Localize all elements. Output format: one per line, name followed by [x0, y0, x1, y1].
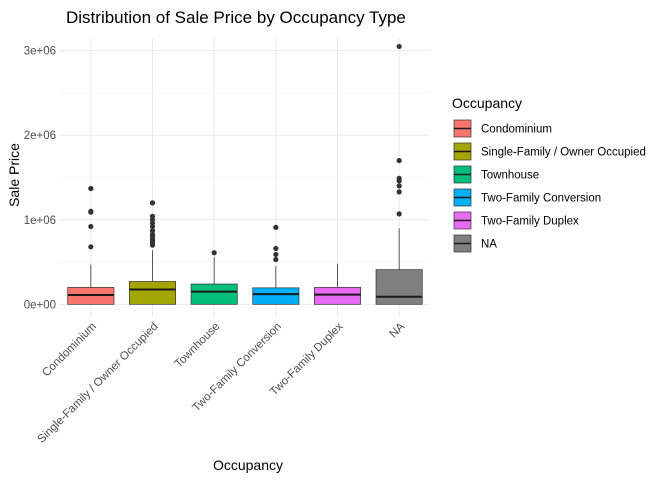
legend-item: Condominium: [453, 119, 552, 138]
outlier-point: [273, 245, 279, 252]
x-tick-label: Single-Family / Owner Occupied: [36, 321, 161, 446]
outlier-point: [88, 208, 94, 214]
legend-item: Single-Family / Owner Occupied: [453, 142, 646, 161]
grid: [60, 38, 430, 317]
box-na: [375, 43, 423, 305]
y-tick-label: 3e+06: [24, 46, 56, 58]
y-axis-ticks: 0e+00 1e+06 2e+06 3e+06: [24, 46, 56, 312]
legend-label: Condominium: [481, 124, 552, 136]
outlier-point: [211, 250, 217, 256]
outlier-point: [88, 223, 94, 230]
outlier-point: [149, 228, 156, 234]
outlier-point: [396, 211, 402, 217]
box-series: [67, 43, 423, 305]
x-tick-label: Townhouse: [173, 321, 223, 371]
box-body: [129, 281, 176, 305]
legend: Occupancy Condominium Single-Family / Own…: [452, 95, 646, 253]
legend-label: NA: [481, 239, 497, 251]
box-body: [314, 287, 361, 305]
y-tick-label: 1e+06: [24, 215, 56, 227]
legend-label: Townhouse: [481, 170, 539, 182]
outlier-point: [396, 183, 402, 189]
y-tick-label: 2e+06: [24, 130, 56, 142]
legend-label: Two-Family Conversion: [481, 193, 601, 205]
outlier-point: [396, 175, 402, 181]
box-body: [190, 283, 238, 305]
box-two-family-duplex: [314, 263, 361, 305]
outlier-point: [149, 213, 156, 219]
outlier-point: [396, 189, 402, 195]
y-axis-title: Sale Price: [6, 143, 22, 207]
legend-item: Townhouse: [453, 165, 539, 184]
x-axis-title: Occupancy: [213, 457, 283, 473]
outlier-point: [149, 200, 156, 206]
outlier-point: [88, 185, 94, 192]
y-tick-label: 0e+00: [24, 299, 56, 311]
legend-title: Occupancy: [452, 95, 522, 111]
box-condominium: [67, 185, 115, 305]
x-tick-label: Condominium: [40, 321, 99, 380]
box-body: [252, 287, 300, 305]
legend-label: Two-Family Duplex: [481, 216, 579, 228]
outlier-point: [273, 256, 279, 263]
legend-label: Single-Family / Owner Occupied: [481, 147, 646, 159]
outlier-point: [273, 224, 279, 230]
legend-item: NA: [453, 234, 497, 253]
outlier-point: [396, 43, 402, 50]
outlier-point: [396, 157, 402, 164]
legend-item: Two-Family Duplex: [453, 211, 579, 230]
box-two-family-conversion: [252, 224, 300, 305]
box-body: [375, 269, 423, 305]
box-single-family-owner-occupied: [129, 200, 176, 305]
x-tick-label: NA: [388, 320, 408, 340]
outlier-point: [88, 244, 94, 250]
box-townhouse: [190, 250, 238, 305]
legend-item: Two-Family Conversion: [453, 188, 601, 207]
chart-title: Distribution of Sale Price by Occupancy …: [66, 8, 406, 27]
outlier-point: [273, 251, 279, 258]
legend-items: Condominium Single-Family / Owner Occupie…: [453, 119, 646, 253]
